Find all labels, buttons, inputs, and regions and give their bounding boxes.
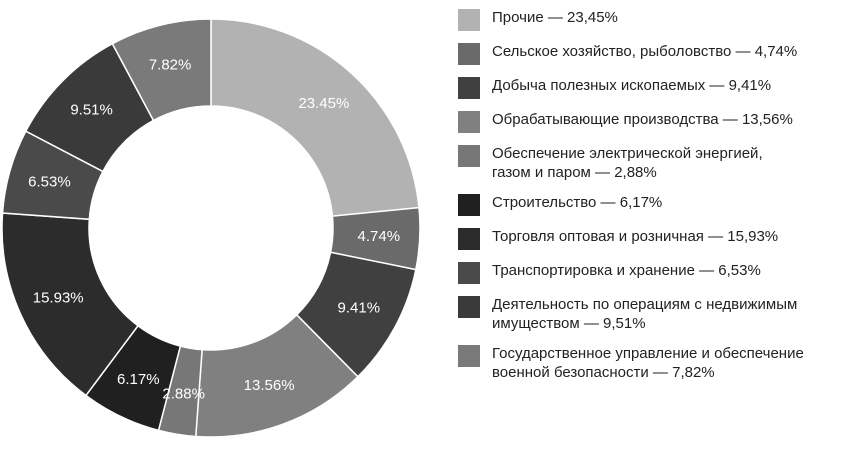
legend-item: Прочие — 23,45% [458,8,843,31]
legend-label: Торговля оптовая и розничная — 15,93% [492,228,779,245]
legend-swatch [458,111,480,133]
legend-label: Транспортировка и хранение — 6,53% [492,262,761,279]
donut-slice-1 [210,18,420,217]
slice-data-label: 2.88% [162,385,205,402]
legend-label: Обеспечение электрической энергией, газо… [492,145,763,181]
legend-item: Строительство — 6,17% [458,193,843,216]
legend-swatch [458,43,480,65]
slice-data-label: 7.82% [149,57,192,74]
donut-chart: 23.45% 4.74% 9.41% 13.56% 2.88%6.17% 15.93% 6.… [1,18,421,438]
slice-data-label: 13.56% [244,377,295,394]
legend-item: Транспортировка и хранение — 6,53% [458,261,843,284]
slice-data-label: 6.17% [117,371,160,388]
legend-swatch [458,296,480,318]
legend-swatch [458,228,480,250]
slice-data-label: 6.53% [28,174,71,191]
legend-label: Сельское хозяйство, рыболовство — 4,74% [492,43,798,60]
legend-swatch [458,145,480,167]
slice-data-label: 23.45% [298,95,349,112]
legend-swatch [458,77,480,99]
legend-item: Обрабатывающие производства — 13,56% [458,110,843,133]
legend-swatch [458,194,480,216]
legend-item: Сельское хозяйство, рыболовство — 4,74% [458,42,843,65]
legend-label: Деятельность по операциям с недвижимым и… [492,296,798,332]
legend-label: Прочие — 23,45% [492,9,618,26]
legend-item: Добыча полезных ископаемых — 9,41% [458,76,843,99]
legend-item: Государственное управление и обеспечение… [458,344,843,382]
legend-label: Добыча полезных ископаемых — 9,41% [492,77,772,94]
legend-item: Деятельность по операциям с недвижимым и… [458,295,843,333]
legend-swatch [458,345,480,367]
donut-slice-10 [111,18,212,122]
legend-label: Государственное управление и обеспечение… [492,345,804,381]
legend-swatch [458,262,480,284]
slice-data-label: 15.93% [33,289,84,306]
legend-item: Торговля оптовая и розничная — 15,93% [458,227,843,250]
legend-item: Обеспечение электрической энергией, газо… [458,144,843,182]
slice-data-label: 9.41% [338,300,381,317]
slice-data-label: 9.51% [70,101,113,118]
chart-legend: Прочие — 23,45% Сельское хозяйство, рыбол… [458,8,843,393]
legend-swatch [458,9,480,31]
legend-label: Обрабатывающие производства — 13,56% [492,111,793,128]
legend-label: Строительство — 6,17% [492,194,663,211]
slice-data-label: 4.74% [358,228,401,245]
